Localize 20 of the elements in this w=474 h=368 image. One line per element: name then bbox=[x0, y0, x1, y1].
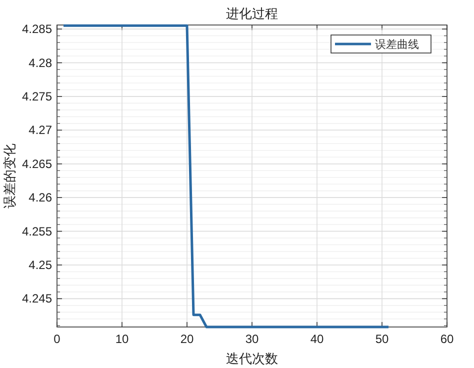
y-tick-label: 4.265 bbox=[22, 156, 52, 171]
x-tick-label: 40 bbox=[310, 332, 324, 346]
x-tick-label: 0 bbox=[54, 332, 61, 346]
x-tick-label: 60 bbox=[440, 332, 454, 346]
y-tick-label: 4.27 bbox=[28, 123, 52, 138]
x-tick-label: 10 bbox=[115, 332, 129, 346]
y-tick-label: 4.28 bbox=[28, 56, 52, 70]
chart-title: 进化过程 bbox=[226, 7, 278, 22]
x-tick-label: 30 bbox=[245, 332, 259, 346]
y-tick-label: 4.245 bbox=[22, 292, 52, 306]
y-tick-label: 4.285 bbox=[22, 22, 52, 36]
legend-label: 误差曲线 bbox=[375, 38, 419, 51]
x-tick-label: 50 bbox=[375, 332, 389, 346]
y-tick-label: 4.255 bbox=[22, 224, 52, 238]
y-axis-title: 误差的变化 bbox=[3, 144, 18, 208]
x-axis-title: 迭代次数 bbox=[226, 352, 278, 367]
y-tick-label: 4.26 bbox=[28, 190, 52, 205]
y-tick-label: 4.275 bbox=[22, 89, 52, 104]
x-tick-label: 20 bbox=[180, 332, 194, 346]
y-tick-label: 4.25 bbox=[28, 258, 52, 272]
